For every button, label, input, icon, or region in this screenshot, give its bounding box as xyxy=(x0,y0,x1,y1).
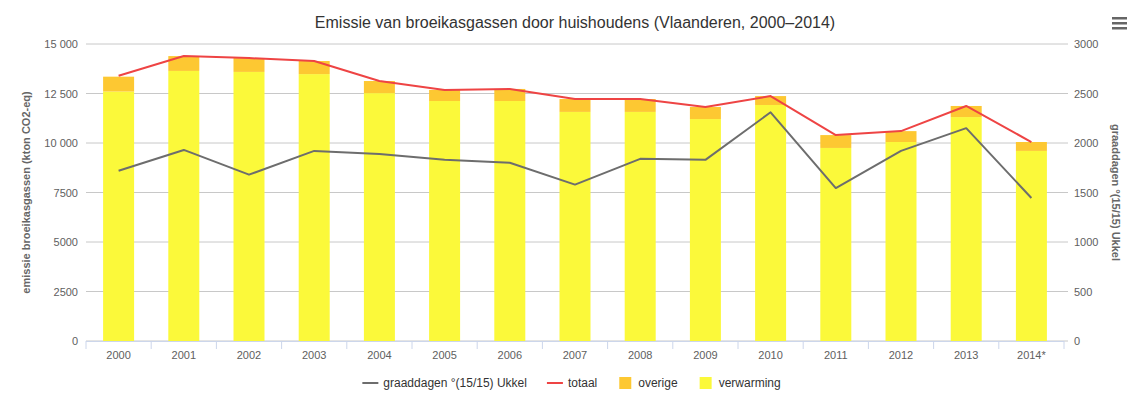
grid-line xyxy=(86,93,1064,94)
x-tick xyxy=(151,341,152,349)
chart: Emissie van broeikasgassen door huishoud… xyxy=(0,0,1143,411)
bar-verwarming xyxy=(886,142,917,341)
y-tick-label: 5000 xyxy=(54,236,78,248)
y2-tick xyxy=(1064,291,1068,292)
menu-icon xyxy=(1112,17,1127,20)
title: Emissie van broeikasgassen door huishoud… xyxy=(315,14,835,31)
y-axis-title: emissie broeikasgassen (kton CO2-eq) xyxy=(20,91,32,294)
x-tick-label: 2014* xyxy=(1017,349,1046,361)
x-tick-label: 2001 xyxy=(172,349,196,361)
x-tick-label: 2002 xyxy=(237,349,261,361)
x-tick-label: 2006 xyxy=(498,349,522,361)
legend-label: verwarming xyxy=(719,376,781,390)
x-tick xyxy=(86,341,87,349)
bar-verwarming xyxy=(299,74,330,341)
bar-verwarming xyxy=(1016,151,1047,341)
x-tick xyxy=(672,341,673,349)
y-tick-label: 15 000 xyxy=(44,38,78,50)
y2-tick xyxy=(1064,143,1068,144)
x-tick xyxy=(477,341,478,349)
y-tick-label: 2500 xyxy=(54,286,78,298)
y2-tick xyxy=(1064,93,1068,94)
x-tick-label: 2008 xyxy=(628,349,652,361)
bar-overige xyxy=(103,77,134,92)
x-tick-label: 2007 xyxy=(563,349,587,361)
bar-verwarming xyxy=(494,101,525,341)
x-tick xyxy=(346,341,347,349)
y2-tick-label: 1500 xyxy=(1074,187,1098,199)
y2-tick xyxy=(1064,341,1068,342)
bar-verwarming xyxy=(625,112,656,341)
y2-tick-label: 1000 xyxy=(1074,236,1098,248)
bar-verwarming xyxy=(560,112,591,341)
plot-area xyxy=(103,56,1047,341)
legend-item: totaal xyxy=(547,376,597,390)
legend-item: graaddagen °(15/15) Ukkel xyxy=(362,376,527,390)
y-tick-label: 7500 xyxy=(54,187,78,199)
bar-verwarming xyxy=(103,92,134,341)
x-tick-label: 2010 xyxy=(758,349,782,361)
bar-verwarming xyxy=(168,71,199,341)
x-tick xyxy=(412,341,413,349)
bar-overige xyxy=(429,90,460,101)
bar-verwarming xyxy=(951,117,982,341)
x-tick xyxy=(216,341,217,349)
line-series xyxy=(119,56,1032,142)
x-tick xyxy=(998,341,999,349)
menu-icon xyxy=(1112,22,1127,25)
y-tick-label: 0 xyxy=(72,335,78,347)
y2-axis-title: graaddagen °(15/15) Ukkel xyxy=(1110,124,1122,261)
bar-verwarming xyxy=(429,101,460,341)
x-tick xyxy=(1064,341,1065,349)
bar-overige xyxy=(560,99,591,112)
bar-overige xyxy=(820,135,851,148)
x-tick-label: 2004 xyxy=(367,349,391,361)
bar-overige xyxy=(690,107,721,119)
y2-tick-label: 2500 xyxy=(1074,88,1098,100)
x-tick-label: 2000 xyxy=(106,349,130,361)
y2-tick xyxy=(1064,242,1068,243)
legend: graaddagen °(15/15) Ukkel totaal overige ve… xyxy=(362,376,780,390)
bar-overige xyxy=(234,58,265,72)
legend-symbol xyxy=(700,377,712,389)
x-tick xyxy=(738,341,739,349)
x-axis xyxy=(86,341,1064,342)
legend-symbol xyxy=(362,382,378,384)
y2-tick-label: 3000 xyxy=(1074,38,1098,50)
y2-tick-label: 2000 xyxy=(1074,137,1098,149)
bar-verwarming xyxy=(364,93,395,341)
x-tick-label: 2011 xyxy=(824,349,848,361)
legend-label: overige xyxy=(638,376,678,390)
x-tick xyxy=(281,341,282,349)
legend-label: graaddagen °(15/15) Ukkel xyxy=(383,376,527,390)
x-tick-label: 2003 xyxy=(302,349,326,361)
bar-verwarming xyxy=(234,72,265,341)
legend-item: overige xyxy=(619,376,678,390)
y2-tick xyxy=(1064,192,1068,193)
legend-symbol xyxy=(547,382,563,384)
y2-tick-label: 500 xyxy=(1074,286,1092,298)
y2-tick-label: 0 xyxy=(1074,335,1080,347)
x-tick xyxy=(868,341,869,349)
x-tick xyxy=(803,341,804,349)
grid-line xyxy=(86,44,1064,45)
y-tick-label: 12 500 xyxy=(44,88,78,100)
legend-symbol xyxy=(619,377,631,389)
line-series xyxy=(119,112,1032,198)
x-tick-label: 2013 xyxy=(954,349,978,361)
x-tick-label: 2009 xyxy=(693,349,717,361)
legend-item: verwarming xyxy=(700,376,781,390)
bar-verwarming xyxy=(755,105,786,341)
x-tick-label: 2005 xyxy=(432,349,456,361)
x-tick xyxy=(933,341,934,349)
x-tick xyxy=(607,341,608,349)
legend-label: totaal xyxy=(568,376,597,390)
bar-overige xyxy=(299,61,330,74)
x-tick-label: 2012 xyxy=(889,349,913,361)
x-tick xyxy=(542,341,543,349)
menu-icon xyxy=(1112,27,1127,30)
y-tick-label: 10 000 xyxy=(44,137,78,149)
bar-overige xyxy=(1016,142,1047,151)
y2-tick xyxy=(1064,44,1068,45)
